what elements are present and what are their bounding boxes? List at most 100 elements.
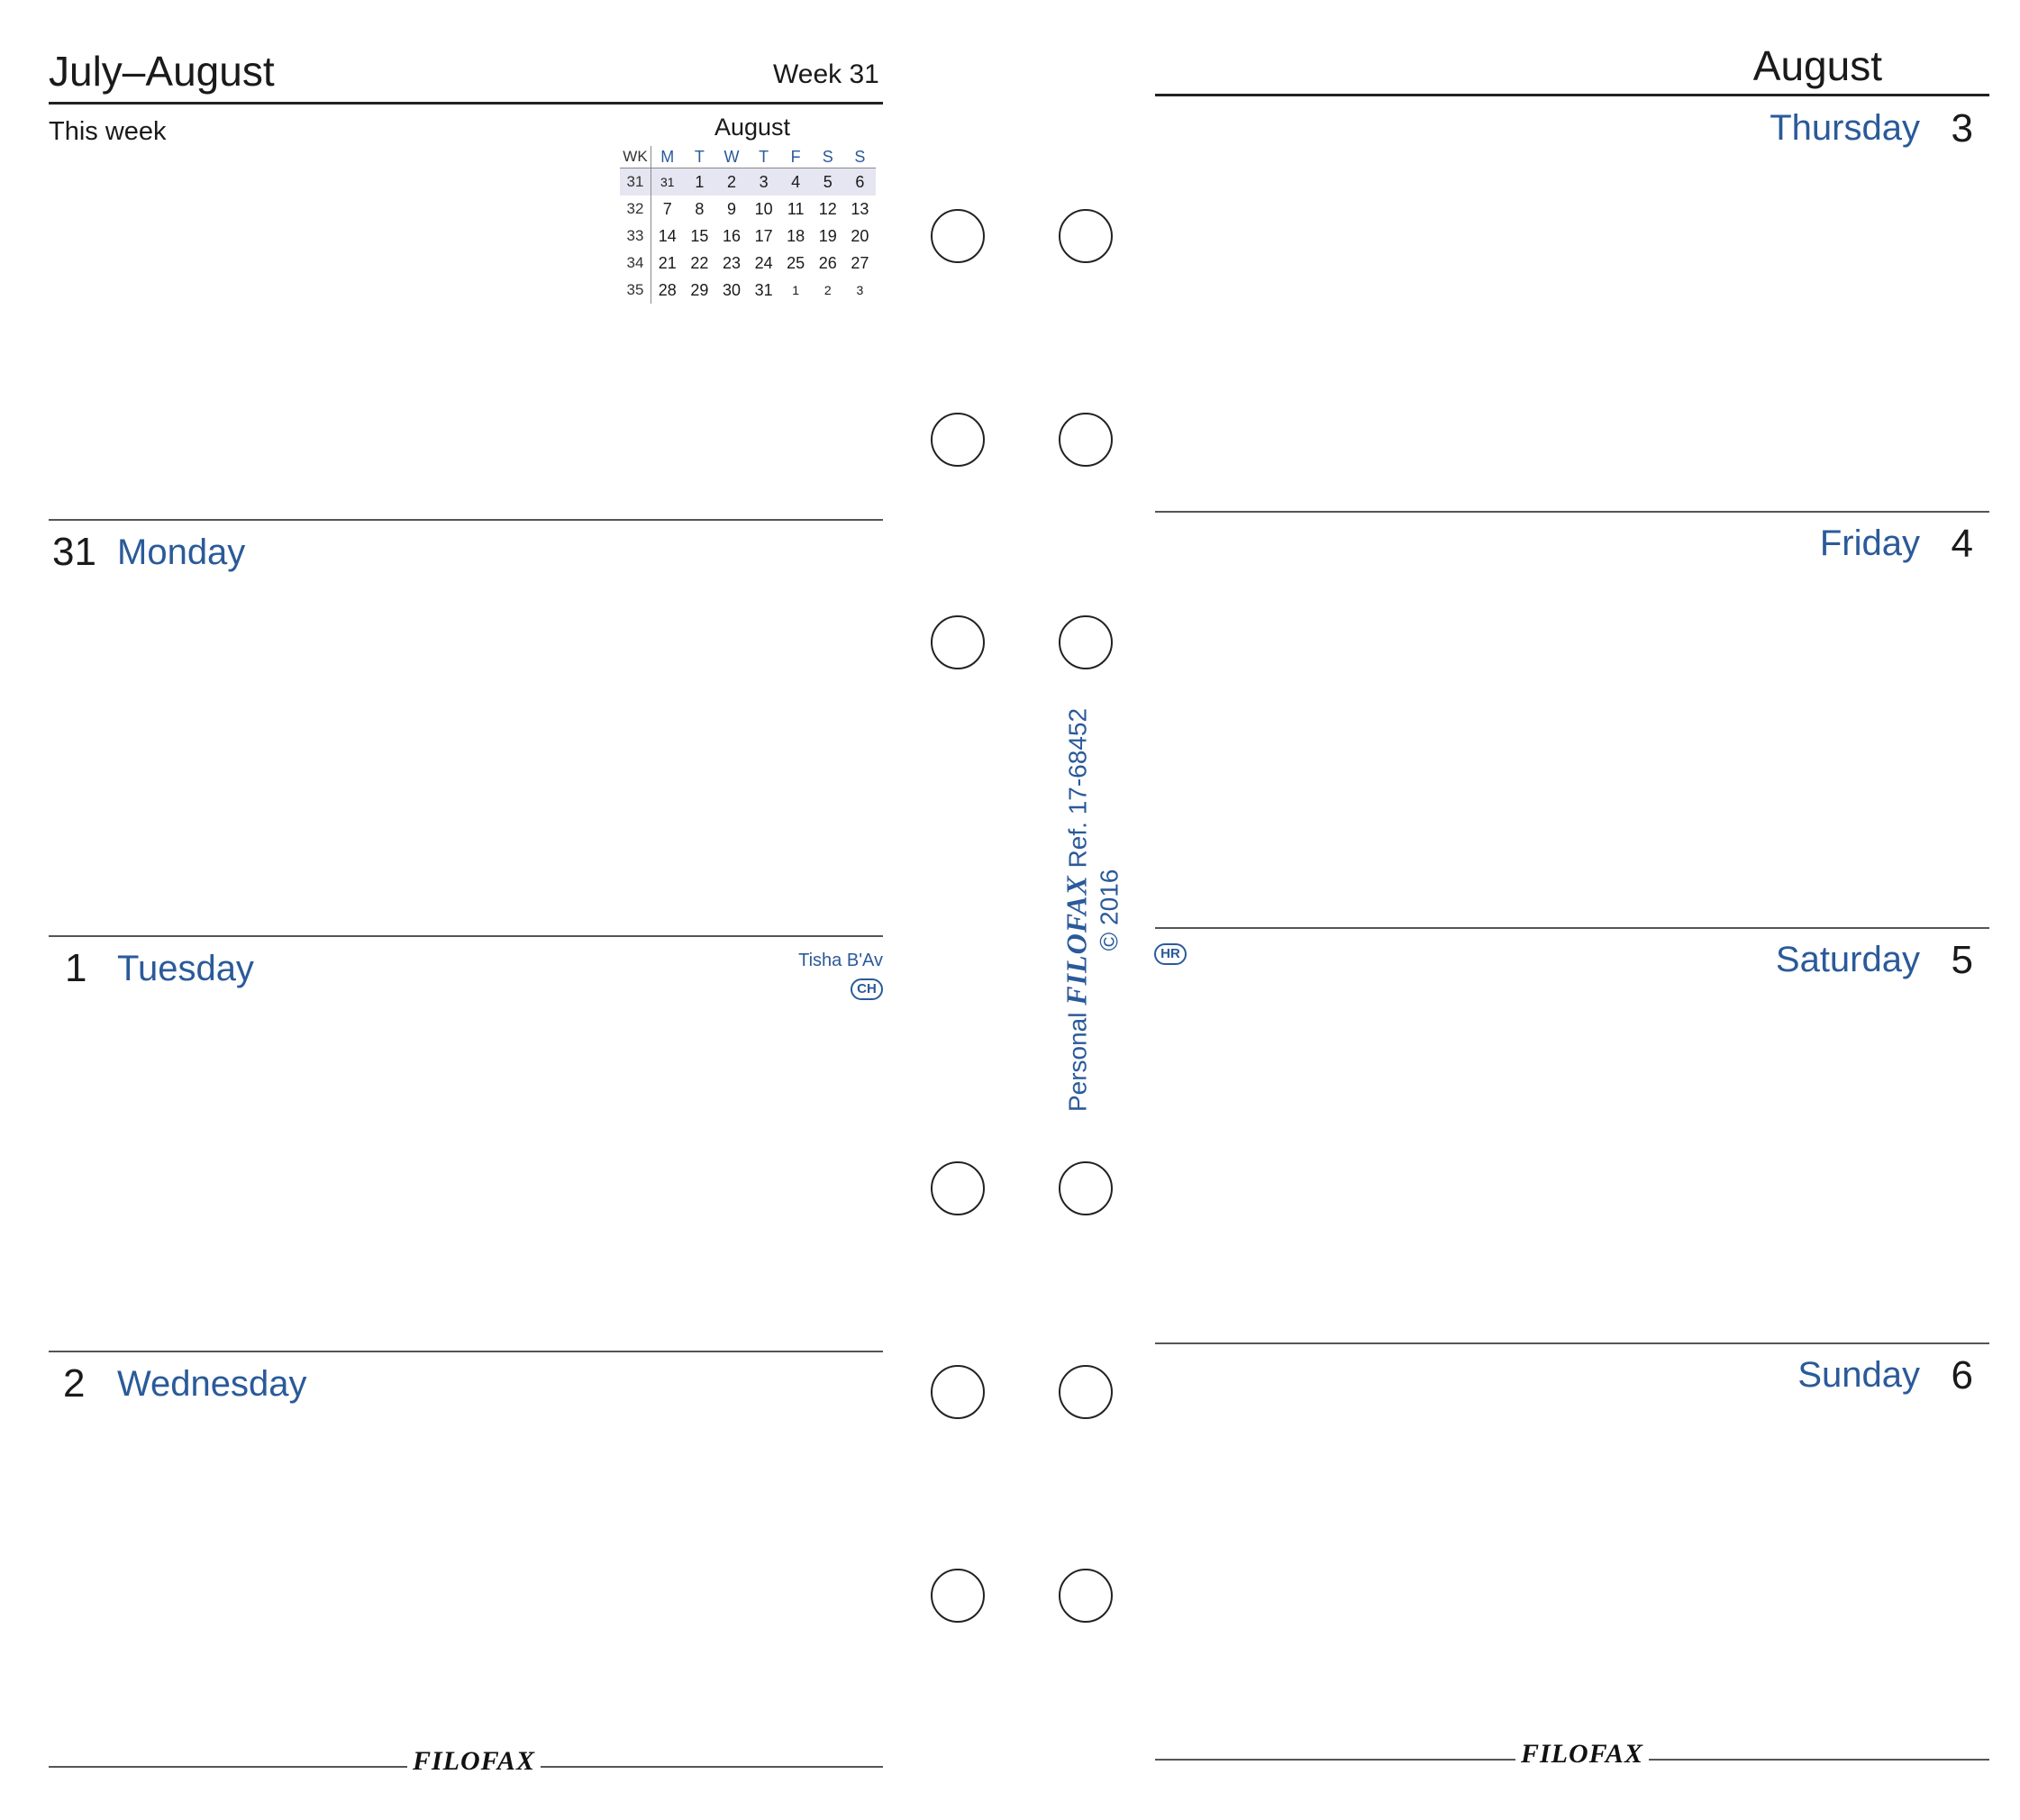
day-number-sunday: 6 — [1951, 1353, 1973, 1397]
ring-hole — [931, 413, 985, 467]
mini-calendar-day: 17 — [754, 226, 773, 245]
header-rule-right — [1155, 94, 1989, 96]
mini-calendar-day: 13 — [851, 199, 869, 218]
mini-calendar-day: 8 — [695, 199, 705, 218]
mini-calendar-day: 4 — [779, 168, 812, 196]
spine-copyright: © 2016 — [1095, 869, 1124, 951]
day-number-friday: 4 — [1951, 522, 1973, 566]
this-week-label: This week — [49, 117, 167, 146]
spine-ref: Ref. 17-68452 — [1063, 707, 1092, 869]
mini-calendar-day: 14 — [658, 226, 677, 245]
ring-hole — [1059, 1365, 1113, 1419]
mini-calendar-week-number: 32 — [620, 196, 651, 223]
day-divider — [49, 1351, 883, 1352]
mini-calendar-day: 3 — [856, 283, 864, 297]
mini-calendar-day: 11 — [787, 199, 805, 218]
mini-calendar-day: 29 — [690, 280, 709, 299]
mini-calendar-week-number: 34 — [620, 250, 651, 277]
mini-calendar-day: 22 — [690, 253, 709, 272]
header-rule-left — [49, 102, 883, 105]
mini-calendar-day: 31 — [754, 280, 773, 299]
mini-calendar-day: 1 — [792, 283, 800, 297]
day-name-friday: Friday — [1819, 523, 1920, 563]
holiday-note: Tisha B'Av — [798, 951, 883, 970]
ring-hole — [1059, 209, 1113, 263]
mini-calendar-header: T — [747, 146, 780, 168]
mini-calendar-row: 35 28 29 30 31 1 2 3 — [620, 277, 876, 304]
mini-calendar-day: 5 — [811, 168, 844, 196]
day-divider — [1155, 927, 1989, 929]
day-name-saturday: Saturday — [1775, 940, 1920, 979]
mini-calendar-day: 28 — [658, 280, 677, 299]
week-label: Week 31 — [773, 59, 879, 89]
mini-calendar-day: 2 — [823, 283, 832, 297]
day-divider — [1155, 1342, 1989, 1344]
day-name-wednesday: Wednesday — [117, 1364, 307, 1404]
spine-imprint: Personal FILOFAX Ref. 17-68452 © 2016 — [1060, 708, 1124, 1112]
mini-calendar-day: 10 — [754, 199, 773, 218]
mini-calendar-day: 23 — [722, 253, 741, 272]
mini-calendar-day: 25 — [787, 253, 805, 272]
spine-brand: FILOFAX — [1060, 875, 1093, 1006]
country-badge-hr: HR — [1154, 943, 1187, 965]
mini-calendar-header: W — [715, 146, 748, 168]
mini-calendar-row: 33 14 15 16 17 18 19 20 — [620, 223, 876, 250]
spine-size-label: Personal — [1063, 1012, 1092, 1113]
ring-hole — [1059, 413, 1113, 467]
mini-calendar-day: 2 — [715, 168, 748, 196]
country-badge-ch: CH — [851, 978, 883, 1000]
mini-calendar-row: 34 21 22 23 24 25 26 27 — [620, 250, 876, 277]
day-number-saturday: 5 — [1951, 938, 1973, 982]
mini-calendar-header: T — [683, 146, 716, 168]
mini-calendar-day: 21 — [658, 253, 677, 272]
mini-calendar-day: 9 — [726, 199, 736, 218]
mini-calendar-row: 32 7 8 9 10 11 12 13 — [620, 196, 876, 223]
day-name-tuesday: Tuesday — [117, 949, 254, 988]
mini-calendar-day: 12 — [818, 199, 837, 218]
ring-hole — [1059, 615, 1113, 669]
filofax-logo: FILOFAX — [1515, 1739, 1649, 1770]
mini-calendar-week-number: 35 — [620, 277, 651, 304]
day-name-thursday: Thursday — [1770, 108, 1920, 148]
mini-calendar-row-current-week: 31 31 1 2 3 4 5 6 — [620, 168, 877, 196]
ring-hole — [931, 209, 985, 263]
mini-calendar-day: 15 — [690, 226, 709, 245]
day-divider — [1155, 511, 1989, 513]
mini-calendar-day: 20 — [851, 226, 869, 245]
mini-calendar-day: 16 — [722, 226, 741, 245]
mini-calendar-header: M — [651, 146, 684, 168]
ring-hole — [931, 615, 985, 669]
mini-calendar-grid: WK M T W T F S S 31 31 1 2 3 4 — [620, 146, 877, 304]
mini-calendar-day: 24 — [754, 253, 773, 272]
day-number-wednesday: 2 — [63, 1361, 86, 1406]
ring-hole — [931, 1161, 985, 1215]
ring-hole — [1059, 1161, 1113, 1215]
filofax-logo: FILOFAX — [407, 1746, 541, 1777]
mini-calendar-day: 18 — [787, 226, 805, 245]
mini-calendar-week-number: 31 — [620, 168, 651, 196]
mini-calendar-day: 7 — [662, 199, 672, 218]
day-name-monday: Monday — [117, 532, 246, 572]
mini-calendar-day: 30 — [722, 280, 741, 299]
mini-calendar-day: 27 — [851, 253, 869, 272]
mini-calendar-header: S — [843, 146, 877, 168]
mini-calendar-week-number: 33 — [620, 223, 651, 250]
ring-hole — [1059, 1569, 1113, 1623]
day-divider — [49, 935, 883, 937]
day-number-tuesday: 1 — [65, 946, 87, 990]
mini-calendar-month: August — [714, 114, 791, 141]
mini-calendar-header: WK — [620, 146, 651, 168]
day-number-thursday: 3 — [1951, 106, 1973, 150]
day-number-monday: 31 — [52, 530, 96, 574]
mini-calendar-day: 31 — [651, 168, 684, 196]
ring-hole — [931, 1569, 985, 1623]
ring-hole — [931, 1365, 985, 1419]
mini-calendar-day: 6 — [843, 168, 877, 196]
page-title-right: August — [1752, 42, 1882, 89]
mini-calendar-day: 1 — [683, 168, 716, 196]
day-name-sunday: Sunday — [1797, 1355, 1920, 1395]
mini-calendar-day: 19 — [818, 226, 837, 245]
mini-calendar-day: 3 — [747, 168, 780, 196]
mini-calendar-header: S — [811, 146, 844, 168]
mini-calendar-day: 26 — [818, 253, 837, 272]
